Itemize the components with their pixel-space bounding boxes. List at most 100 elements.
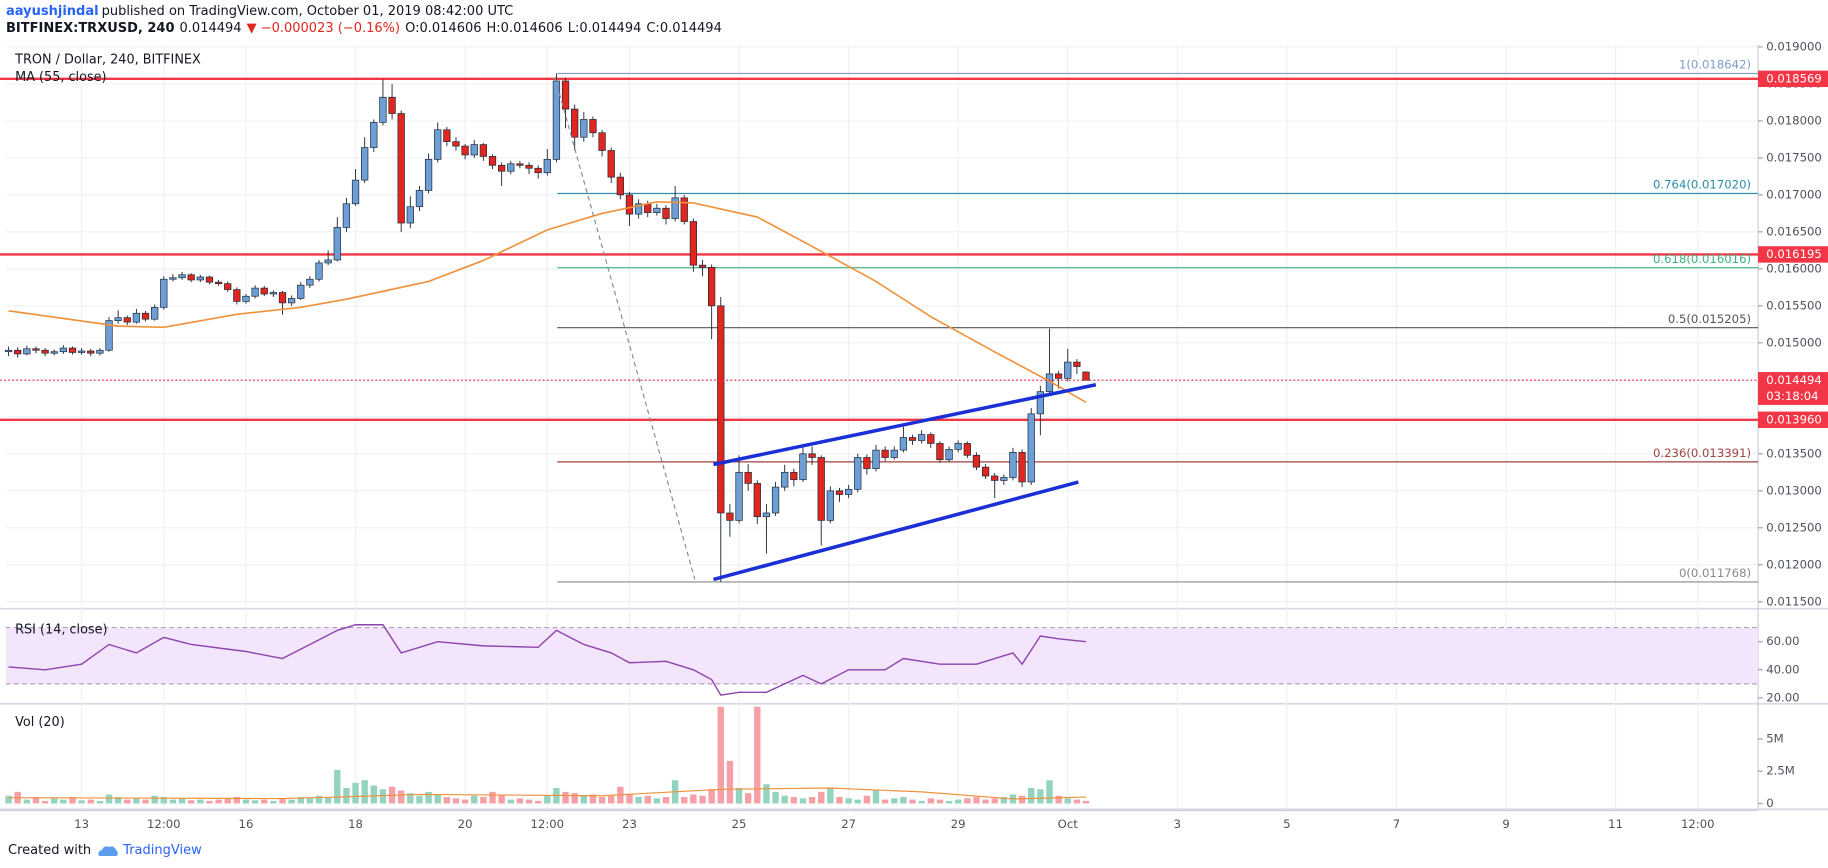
candle-body — [826, 490, 834, 521]
logo-icon[interactable] — [97, 845, 119, 857]
candle-body — [963, 443, 971, 456]
candle-body — [680, 197, 688, 222]
volume-tick-label: 5M — [1766, 731, 1783, 745]
volume-bar — [105, 794, 113, 804]
x-tick-label: 27 — [841, 817, 856, 831]
candle-body — [726, 512, 734, 521]
candle-body — [735, 471, 743, 521]
candle-body — [936, 443, 944, 461]
candle-body — [324, 259, 332, 264]
x-tick-label: 23 — [622, 817, 637, 831]
volume-bar — [544, 795, 551, 804]
fib-label: 0.236(0.013391) — [1653, 446, 1751, 460]
candle-body — [498, 164, 506, 172]
candle-body — [525, 164, 533, 169]
candle-body — [671, 197, 679, 219]
y-tick-label: 0.015500 — [1766, 298, 1822, 312]
volume-bar — [178, 798, 186, 804]
volume-bar — [836, 797, 843, 804]
candle-body — [616, 176, 624, 196]
candle-body — [242, 295, 250, 302]
volume-bar — [41, 800, 49, 804]
volume-bar — [352, 782, 359, 804]
candle-body — [534, 167, 542, 174]
volume-bar — [370, 785, 378, 804]
x-tick-label: 16 — [239, 817, 254, 831]
volume-bar — [507, 799, 514, 804]
logo-text[interactable]: TradingView — [123, 843, 202, 858]
volume-bar — [772, 791, 779, 804]
candle-body — [781, 471, 789, 488]
volume-tick-label: 2.5M — [1766, 764, 1795, 778]
volume-bar — [763, 784, 770, 804]
volume-bar — [681, 797, 688, 804]
volume-bar — [69, 797, 76, 804]
candle-body — [1082, 371, 1090, 381]
volume-bar — [416, 795, 423, 804]
volume-bar — [726, 760, 734, 804]
volume-bar — [315, 795, 323, 804]
candle-body — [178, 274, 186, 279]
volume-bar — [306, 798, 314, 804]
volume-bar — [589, 794, 597, 804]
volume-bar — [954, 799, 962, 804]
candle-body — [187, 274, 195, 281]
candle-body — [835, 490, 844, 495]
volume-bar — [124, 799, 131, 804]
candle-body — [59, 347, 67, 353]
candle-body — [1064, 361, 1072, 379]
rsi-line — [8, 624, 1087, 696]
candle-body — [14, 349, 22, 355]
candle-body — [77, 350, 86, 353]
volume-bar — [434, 794, 441, 804]
volume-bar — [635, 797, 642, 804]
price-label: 0.018569 — [1766, 71, 1822, 85]
ma-line — [8, 200, 1087, 404]
x-tick-label: 12:00 — [1681, 817, 1715, 831]
y-tick-label: 0.013500 — [1766, 446, 1822, 460]
candle-body — [251, 287, 259, 297]
candle-body — [260, 287, 268, 295]
y-tick-label: 0.017000 — [1766, 187, 1822, 201]
channel-lower — [713, 480, 1079, 582]
volume-bar — [133, 798, 140, 804]
author[interactable]: aayushjindal — [6, 4, 99, 19]
volume-bar — [1018, 795, 1026, 804]
volume-bar — [863, 795, 871, 804]
volume-bar — [1028, 788, 1035, 804]
x-tick-label: 12:00 — [531, 817, 565, 831]
plot — [0, 72, 1759, 804]
volume-ma-line — [8, 787, 1087, 800]
volume-bar — [324, 797, 332, 804]
volume-bar — [1082, 800, 1090, 804]
volume-bar — [142, 799, 149, 804]
rsi-label: RSI (14, close) — [15, 622, 107, 637]
candle-body — [918, 434, 926, 441]
candle-body — [571, 108, 579, 138]
volume-bar — [662, 797, 670, 804]
candle-body — [406, 206, 414, 224]
fib-label: 0(0.011768) — [1679, 566, 1751, 580]
volume-bar — [945, 800, 953, 804]
candle-body — [552, 80, 561, 160]
candle-body — [479, 144, 488, 157]
candle-body — [507, 163, 515, 172]
symbol: BITFINEX:TRXUSD, 240 — [6, 21, 175, 36]
volume-bar — [872, 790, 880, 804]
volume-bar — [489, 791, 496, 804]
candle-body — [461, 145, 469, 156]
candle-body — [1054, 373, 1063, 379]
rsi-tick-label: 40.00 — [1766, 662, 1799, 676]
candle-body — [561, 80, 570, 110]
close: C:0.014494 — [646, 21, 722, 36]
volume-tick-label: 0 — [1766, 796, 1773, 810]
candle-body — [488, 156, 497, 166]
volume-bar — [270, 800, 277, 804]
x-tick-label: 18 — [348, 817, 363, 831]
candle-body — [771, 486, 780, 514]
volume-bar — [516, 798, 524, 804]
candle-body — [954, 443, 962, 450]
candle-body — [233, 289, 241, 302]
volume-bar — [398, 790, 405, 804]
volume-bar — [5, 795, 12, 804]
